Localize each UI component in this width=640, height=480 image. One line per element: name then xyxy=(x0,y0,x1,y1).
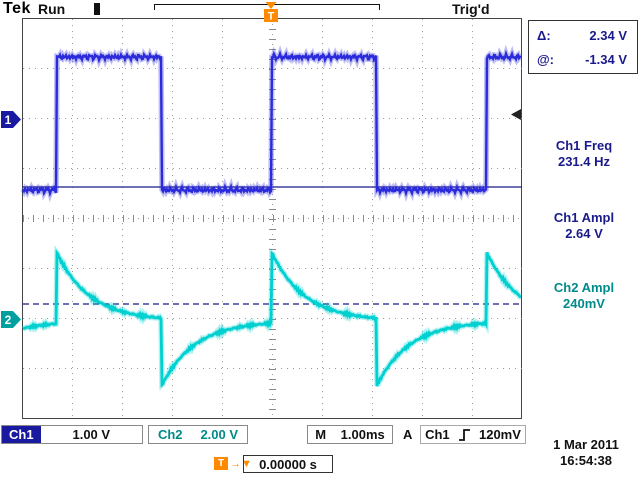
measurement-value: 240mV xyxy=(563,296,605,311)
ch2-ground-marker xyxy=(1,311,21,328)
ch1-ground-marker xyxy=(1,111,21,128)
cursor-delta-row: Δ: 2.34 V xyxy=(529,28,637,43)
measurement-ch2-ampl: Ch2 Ampl 240mV xyxy=(528,280,640,312)
grid-lines xyxy=(23,19,522,418)
measurement-value: 231.4 Hz xyxy=(557,154,611,169)
ch2-scale-group: Ch2 2.00 V xyxy=(148,425,248,444)
trigger-position-t-label: T xyxy=(268,11,275,23)
trigger-status: Trig'd xyxy=(452,1,490,17)
ch2-scale: 2.00 V xyxy=(200,427,239,442)
ch1-trace xyxy=(21,49,522,198)
center-axes xyxy=(23,19,522,418)
acquisition-status: Run xyxy=(38,1,66,17)
trigger-source: Ch1 xyxy=(425,427,450,442)
ch1-ground-marker-label: 1 xyxy=(5,113,12,127)
ch1-scale-group: Ch1 1.00 V xyxy=(1,425,143,444)
ch2-ground-marker-label: 2 xyxy=(5,313,12,327)
trigger-position-arrow-icon xyxy=(265,2,277,9)
ch1-scale: 1.00 V xyxy=(72,427,111,442)
measurement-label: Ch2 Ampl xyxy=(553,280,615,295)
trigger-position-value: 0.00000 s xyxy=(259,456,317,472)
ch2-badge: Ch2 xyxy=(157,427,183,442)
trigger-level: 120mV xyxy=(478,427,521,442)
measurement-value: 2.64 V xyxy=(565,226,603,241)
cursor-at-label: @: xyxy=(537,51,555,67)
time-display: 16:54:38 xyxy=(559,453,613,468)
cursor-at-row: @: -1.34 V xyxy=(529,52,637,67)
trigger-position-box: 0.00000 s xyxy=(243,455,333,473)
trigger-level-arrow-icon xyxy=(511,109,521,120)
trigger-mode-label: A xyxy=(403,427,413,442)
ch1-badge: Ch1 xyxy=(2,426,41,443)
ch2-trace xyxy=(22,248,522,388)
timebase-group: M 1.00ms xyxy=(307,425,393,444)
cursor-delta-label: Δ: xyxy=(537,27,551,43)
measurement-label: Ch1 Ampl xyxy=(553,210,615,225)
trigger-position-t-box xyxy=(264,9,278,22)
trigger-t-icon: T xyxy=(214,457,228,470)
trigger-readout-group: Ch1 120mV xyxy=(420,425,526,444)
cursor-at-value: -1.34 V xyxy=(585,51,627,67)
measurement-label: Ch1 Freq xyxy=(555,138,613,153)
trigger-position-pointer-icon: →▼ xyxy=(230,458,252,470)
rising-slope-icon xyxy=(458,428,470,441)
timebase-scale: 1.00ms xyxy=(340,427,385,442)
cursor-readout-box: Δ: 2.34 V @: -1.34 V xyxy=(528,20,638,74)
measurement-ch1-ampl: Ch1 Ampl 2.64 V xyxy=(528,210,640,242)
record-view-bracket xyxy=(154,4,380,10)
acquisition-icon xyxy=(94,3,100,15)
date-display: 1 Mar 2011 xyxy=(553,437,619,452)
timebase-label: M xyxy=(315,427,327,442)
measurement-ch1-freq: Ch1 Freq 231.4 Hz xyxy=(528,138,640,170)
cursor-delta-value: 2.34 V xyxy=(589,27,627,43)
brand-logo: Tek xyxy=(3,0,31,17)
